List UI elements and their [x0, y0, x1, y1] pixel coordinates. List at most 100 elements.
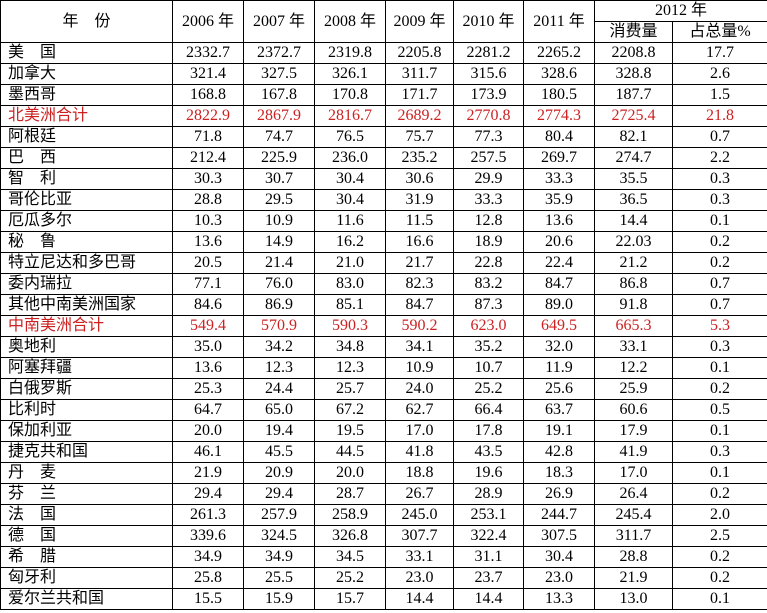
value-cell: 257.5 — [453, 147, 524, 169]
table-row: 巴 西 212.4 225.9 236.0 235.2 257.5 269.7 274.7 2.… — [0, 147, 767, 169]
value-cell: 42.8 — [523, 441, 595, 463]
value-cell: 0.1 — [671, 420, 767, 442]
value-cell: 2332.7 — [172, 42, 244, 64]
table-row: 比利时 64.7 65.0 67.2 62.7 66.4 63.7 60.6 0.5 — [0, 399, 767, 421]
value-cell: 77.3 — [453, 126, 524, 148]
value-cell: 17.8 — [453, 420, 524, 442]
value-cell: 21.2 — [594, 252, 673, 274]
value-cell: 25.2 — [453, 378, 524, 400]
value-cell: 245.4 — [594, 504, 673, 526]
value-cell: 326.1 — [314, 63, 386, 85]
value-cell: 30.4 — [314, 168, 386, 190]
region-name-cell: 捷克共和国 — [0, 441, 173, 463]
table-row: 德 国 339.6 324.5 326.8 307.7 322.4 307.5 311.7 2.… — [0, 525, 767, 547]
value-cell: 2.2 — [671, 147, 767, 169]
value-cell: 171.7 — [385, 84, 454, 106]
value-cell: 14.4 — [594, 210, 673, 232]
table-row: 芬 兰 29.4 29.4 28.7 26.7 28.9 26.9 26.4 0.2 — [0, 483, 767, 505]
region-name-cell: 加拿大 — [0, 63, 173, 85]
header-2006: 2006 年 — [172, 0, 244, 43]
value-cell: 307.5 — [523, 525, 595, 547]
value-cell: 86.8 — [594, 273, 673, 295]
value-cell: 14.9 — [243, 231, 315, 253]
region-name-cell: 委内瑞拉 — [0, 273, 173, 295]
value-cell: 0.3 — [671, 168, 767, 190]
table-row: 墨西哥 168.8 167.8 170.8 171.7 173.9 180.5 187.7 1.… — [0, 84, 767, 106]
table-row: 保加利亚 20.0 19.4 19.5 17.0 17.8 19.1 17.9 0.1 — [0, 420, 767, 442]
value-cell: 20.5 — [172, 252, 244, 274]
value-cell: 33.1 — [385, 546, 454, 568]
region-name-cell: 丹 麦 — [0, 462, 173, 484]
region-name-cell: 爱尔兰共和国 — [0, 588, 173, 610]
value-cell: 29.4 — [172, 483, 244, 505]
region-name-cell: 厄瓜多尔 — [0, 210, 173, 232]
table-row: 委内瑞拉 77.1 76.0 83.0 82.3 83.2 84.7 86.8 0.7 — [0, 273, 767, 295]
value-cell: 35.2 — [453, 336, 524, 358]
value-cell: 25.3 — [172, 378, 244, 400]
value-cell: 315.6 — [453, 63, 524, 85]
value-cell: 2770.8 — [453, 105, 524, 127]
value-cell: 0.3 — [671, 441, 767, 463]
value-cell: 0.2 — [671, 546, 767, 568]
value-cell: 41.9 — [594, 441, 673, 463]
value-cell: 22.4 — [523, 252, 595, 274]
value-cell: 2319.8 — [314, 42, 386, 64]
value-cell: 34.2 — [243, 336, 315, 358]
value-cell: 549.4 — [172, 315, 244, 337]
value-cell: 2725.4 — [594, 105, 673, 127]
table-row: 奥地利 35.0 34.2 34.8 34.1 35.2 32.0 33.1 0.3 — [0, 336, 767, 358]
table-row: 秘 鲁 13.6 14.9 16.2 16.6 18.9 20.6 22.03 0.2 — [0, 231, 767, 253]
value-cell: 324.5 — [243, 525, 315, 547]
table-body: 美 国 2332.7 2372.7 2319.8 2205.8 2281.2 2265.2 2… — [0, 42, 767, 610]
value-cell: 29.5 — [243, 189, 315, 211]
value-cell: 590.3 — [314, 315, 386, 337]
region-name-cell: 希 腊 — [0, 546, 173, 568]
value-cell: 0.1 — [671, 588, 767, 610]
value-cell: 0.7 — [671, 126, 767, 148]
value-cell: 19.4 — [243, 420, 315, 442]
value-cell: 34.8 — [314, 336, 386, 358]
value-cell: 82.1 — [594, 126, 673, 148]
region-name-cell: 北美洲合计 — [0, 105, 173, 127]
header-2012-share: 占总量% — [671, 21, 767, 43]
table-row: 特立尼达和多巴哥 20.5 21.4 21.0 21.7 22.8 22.4 21.2 0.2 — [0, 252, 767, 274]
header-2009: 2009 年 — [385, 0, 454, 43]
value-cell: 34.5 — [314, 546, 386, 568]
value-cell: 0.2 — [671, 231, 767, 253]
value-cell: 45.5 — [243, 441, 315, 463]
value-cell: 34.9 — [243, 546, 315, 568]
region-name-cell: 中南美洲合计 — [0, 315, 173, 337]
value-cell: 71.8 — [172, 126, 244, 148]
value-cell: 13.6 — [523, 210, 595, 232]
value-cell: 31.1 — [453, 546, 524, 568]
value-cell: 10.9 — [243, 210, 315, 232]
value-cell: 649.5 — [523, 315, 595, 337]
value-cell: 257.9 — [243, 504, 315, 526]
value-cell: 0.7 — [671, 294, 767, 316]
table-row: 哥伦比亚 28.8 29.5 30.4 31.9 33.3 35.9 36.5 0.3 — [0, 189, 767, 211]
value-cell: 33.3 — [523, 168, 595, 190]
value-cell: 35.9 — [523, 189, 595, 211]
region-name-cell: 德 国 — [0, 525, 173, 547]
value-cell: 20.0 — [172, 420, 244, 442]
value-cell: 25.8 — [172, 567, 244, 589]
header-row-top: 年 份 2006 年 2007 年 2008 年 2009 年 2010 年 2… — [0, 0, 767, 43]
region-name-cell: 奥地利 — [0, 336, 173, 358]
table-row: 匈牙利 25.8 25.5 25.2 23.0 23.7 23.0 21.9 0.2 — [0, 567, 767, 589]
value-cell: 17.0 — [385, 420, 454, 442]
table-row: 爱尔兰共和国 15.5 15.9 15.7 14.4 14.4 13.3 13.0 0.1 — [0, 588, 767, 610]
value-cell: 80.4 — [523, 126, 595, 148]
value-cell: 11.9 — [523, 357, 595, 379]
value-cell: 67.2 — [314, 399, 386, 421]
value-cell: 24.0 — [385, 378, 454, 400]
value-cell: 311.7 — [594, 525, 673, 547]
header-2012-group: 2012 年 — [593, 0, 767, 22]
value-cell: 18.3 — [523, 462, 595, 484]
value-cell: 13.0 — [594, 588, 673, 610]
value-cell: 25.2 — [314, 567, 386, 589]
value-cell: 180.5 — [523, 84, 595, 106]
value-cell: 82.3 — [385, 273, 454, 295]
value-cell: 30.4 — [523, 546, 595, 568]
value-cell: 13.6 — [172, 231, 244, 253]
value-cell: 76.0 — [243, 273, 315, 295]
